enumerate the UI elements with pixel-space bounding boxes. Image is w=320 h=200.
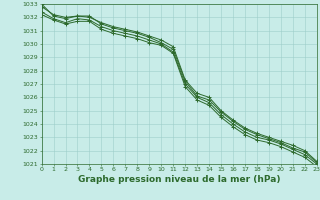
X-axis label: Graphe pression niveau de la mer (hPa): Graphe pression niveau de la mer (hPa) <box>78 175 280 184</box>
